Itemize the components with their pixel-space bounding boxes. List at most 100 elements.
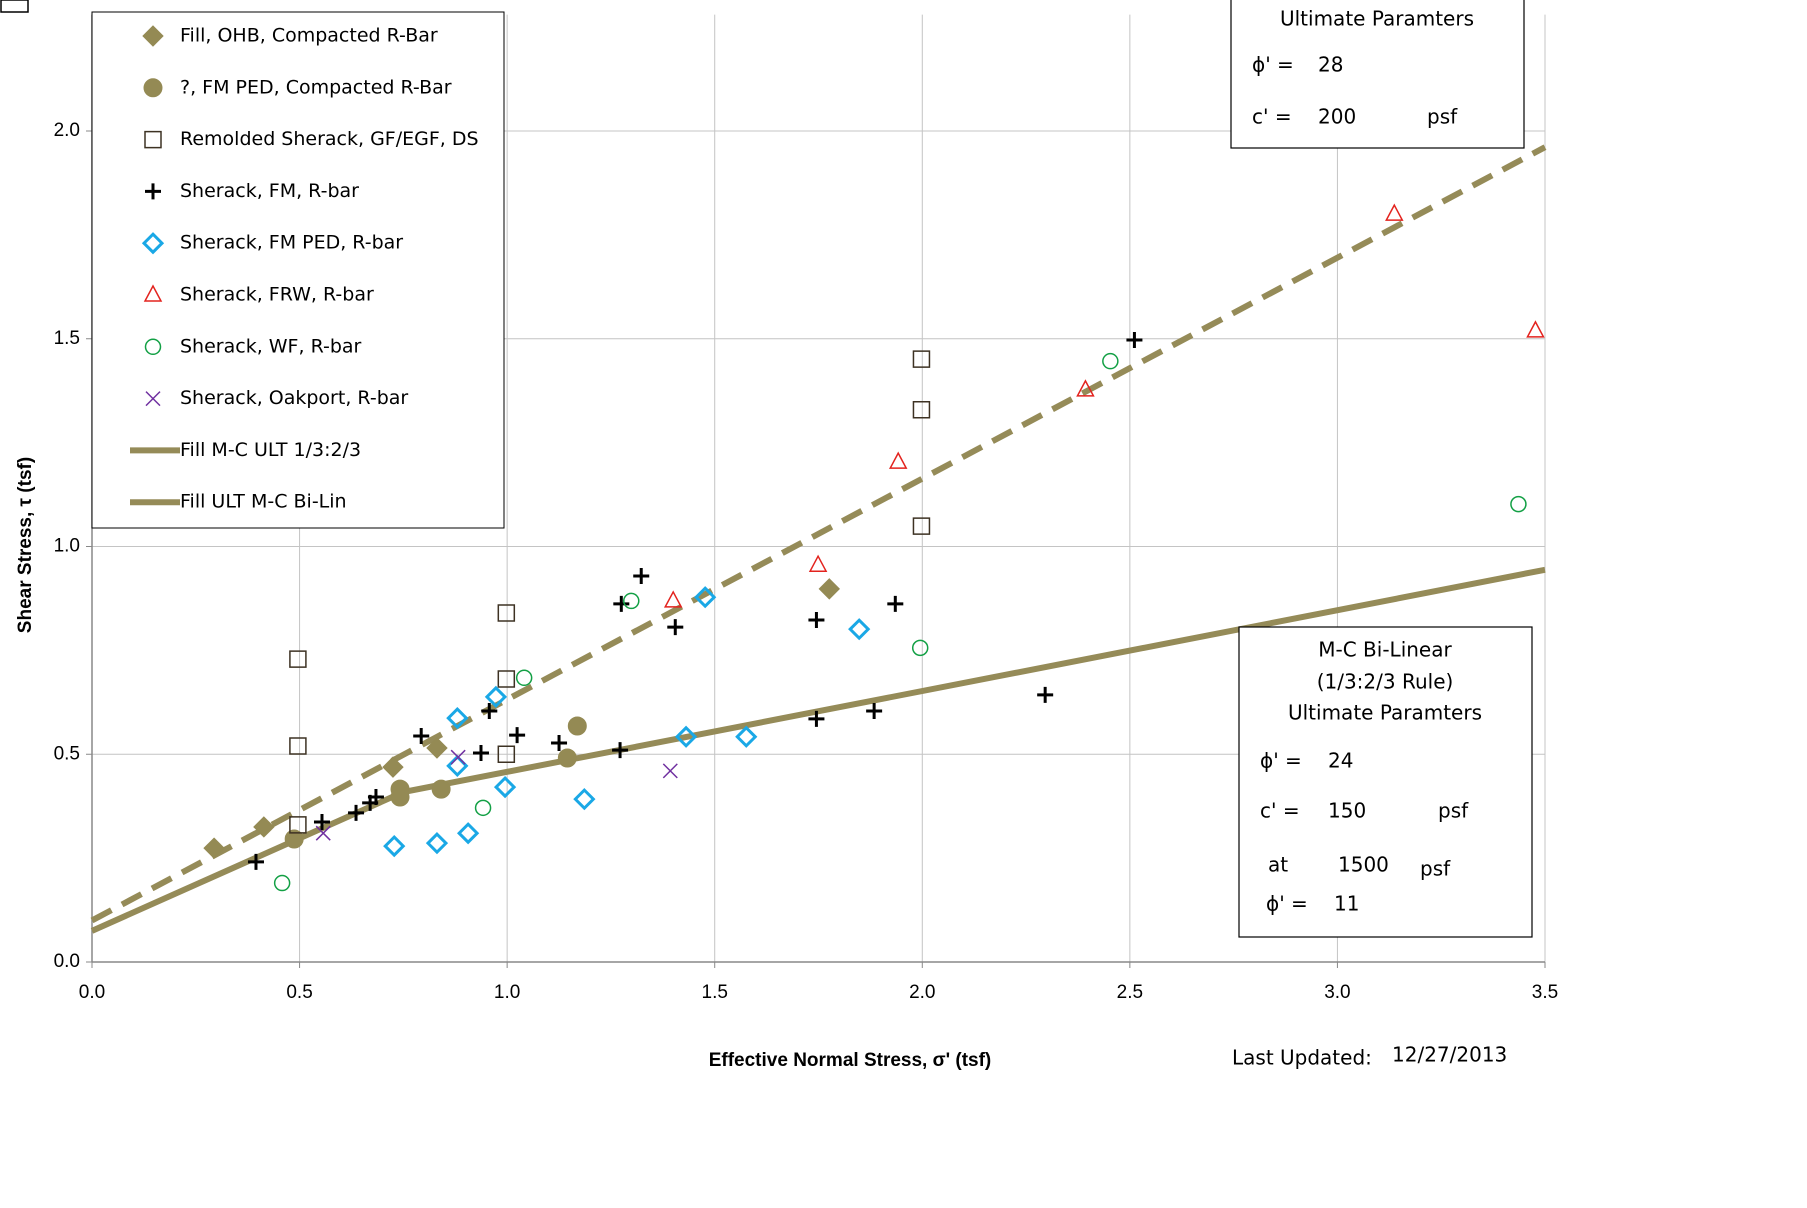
point bbox=[663, 590, 683, 608]
point bbox=[848, 618, 871, 641]
point bbox=[866, 703, 883, 720]
corner-box bbox=[0, 0, 29, 13]
point bbox=[289, 650, 307, 668]
point bbox=[1510, 495, 1527, 513]
point bbox=[247, 853, 264, 870]
point bbox=[623, 592, 640, 610]
param-text: 11 bbox=[1334, 892, 1359, 916]
point bbox=[481, 703, 498, 720]
point bbox=[1385, 203, 1404, 221]
legend-marker bbox=[145, 183, 161, 200]
param-text: psf bbox=[1420, 857, 1451, 881]
param-text: (1/3:2/3 Rule) bbox=[1317, 670, 1454, 694]
point bbox=[253, 816, 275, 838]
point bbox=[289, 816, 307, 834]
point bbox=[425, 832, 449, 855]
param-text: 1500 bbox=[1338, 853, 1389, 877]
point bbox=[551, 735, 568, 752]
param-text: ϕ' = bbox=[1260, 749, 1302, 773]
point bbox=[315, 825, 331, 841]
legend-marker bbox=[141, 232, 165, 255]
point bbox=[426, 737, 448, 759]
x-tick-label: 0.5 bbox=[286, 982, 312, 1003]
point bbox=[497, 604, 516, 622]
param-text: M-C Bi-Linear bbox=[1318, 638, 1452, 662]
point bbox=[887, 595, 904, 612]
x-tick-label: 3.5 bbox=[1532, 982, 1558, 1003]
point bbox=[674, 725, 698, 748]
point bbox=[1037, 686, 1054, 703]
x-tick-label: 0.0 bbox=[79, 982, 105, 1003]
point bbox=[313, 813, 330, 830]
point bbox=[1076, 379, 1095, 397]
legend-label: Sherack, WF, R-bar bbox=[180, 335, 362, 357]
point bbox=[474, 799, 492, 817]
point bbox=[1526, 320, 1545, 338]
param-box: Ultimate Paramters ϕ' = 28 c' = 200 psf bbox=[1230, 0, 1525, 149]
legend-box bbox=[91, 11, 505, 529]
legend-label: Sherack, FRW, R-bar bbox=[180, 284, 374, 306]
point bbox=[431, 779, 451, 799]
point bbox=[390, 779, 410, 799]
point bbox=[612, 742, 629, 759]
param-text: at bbox=[1268, 853, 1288, 877]
y-tick-label: 1.0 bbox=[54, 536, 80, 557]
param-box-frame bbox=[1230, 0, 1525, 149]
point bbox=[515, 669, 533, 686]
point bbox=[367, 789, 384, 806]
legend-marker bbox=[143, 78, 163, 98]
point bbox=[557, 748, 577, 768]
legend-marker bbox=[142, 25, 164, 47]
param-text: 200 bbox=[1318, 105, 1356, 129]
x-tick-label: 1.5 bbox=[702, 982, 728, 1003]
legend-label: Sherack, FM PED, R-bar bbox=[180, 232, 403, 254]
y-tick-label: 0.5 bbox=[54, 743, 80, 764]
point bbox=[911, 639, 929, 657]
param-text: c' = bbox=[1252, 105, 1292, 129]
legend: Fill, OHB, Compacted R-Bar ?, FM PED, Com… bbox=[91, 11, 505, 529]
point bbox=[633, 568, 650, 584]
point bbox=[450, 749, 466, 765]
y-axis-label: Shear Stress, τ (tsf) bbox=[15, 457, 36, 633]
point bbox=[284, 829, 304, 849]
legend-label: Sherack, FM, R-bar bbox=[180, 180, 359, 202]
param-text: 24 bbox=[1328, 749, 1353, 773]
point bbox=[203, 837, 225, 859]
x-tick-label: 2.5 bbox=[1117, 982, 1143, 1003]
footer-date: 12/27/2013 bbox=[1392, 1043, 1507, 1067]
point bbox=[1126, 331, 1143, 348]
footer-label: Last Updated: bbox=[1232, 1046, 1372, 1070]
legend-marker bbox=[144, 130, 162, 149]
fit-line bbox=[90, 144, 1547, 924]
param-text: psf bbox=[1438, 799, 1469, 823]
param-text: 150 bbox=[1328, 799, 1366, 823]
point bbox=[573, 788, 596, 811]
point bbox=[446, 754, 469, 778]
param-text: 28 bbox=[1318, 53, 1343, 77]
point bbox=[446, 706, 469, 730]
param-text: psf bbox=[1427, 105, 1458, 129]
param-text: ϕ' = bbox=[1266, 892, 1308, 916]
point bbox=[509, 727, 526, 744]
point bbox=[1102, 353, 1119, 370]
point bbox=[808, 710, 825, 727]
y-tick-label: 2.0 bbox=[54, 120, 80, 141]
point bbox=[273, 874, 291, 892]
point bbox=[912, 517, 931, 535]
point bbox=[497, 670, 516, 688]
point bbox=[694, 586, 717, 609]
x-tick-label: 3.0 bbox=[1324, 982, 1350, 1003]
point bbox=[667, 619, 684, 636]
point bbox=[912, 401, 931, 419]
point bbox=[888, 451, 908, 469]
legend-label: Fill, OHB, Compacted R-Bar bbox=[180, 25, 438, 47]
point bbox=[808, 612, 825, 629]
param-box: M-C Bi-Linear (1/3:2/3 Rule) Ultimate Para… bbox=[1238, 626, 1533, 938]
point bbox=[662, 763, 678, 779]
point bbox=[613, 595, 630, 612]
legend-marker bbox=[143, 284, 163, 302]
point bbox=[383, 834, 406, 858]
point bbox=[497, 745, 516, 763]
point bbox=[484, 685, 508, 709]
point bbox=[472, 745, 489, 762]
